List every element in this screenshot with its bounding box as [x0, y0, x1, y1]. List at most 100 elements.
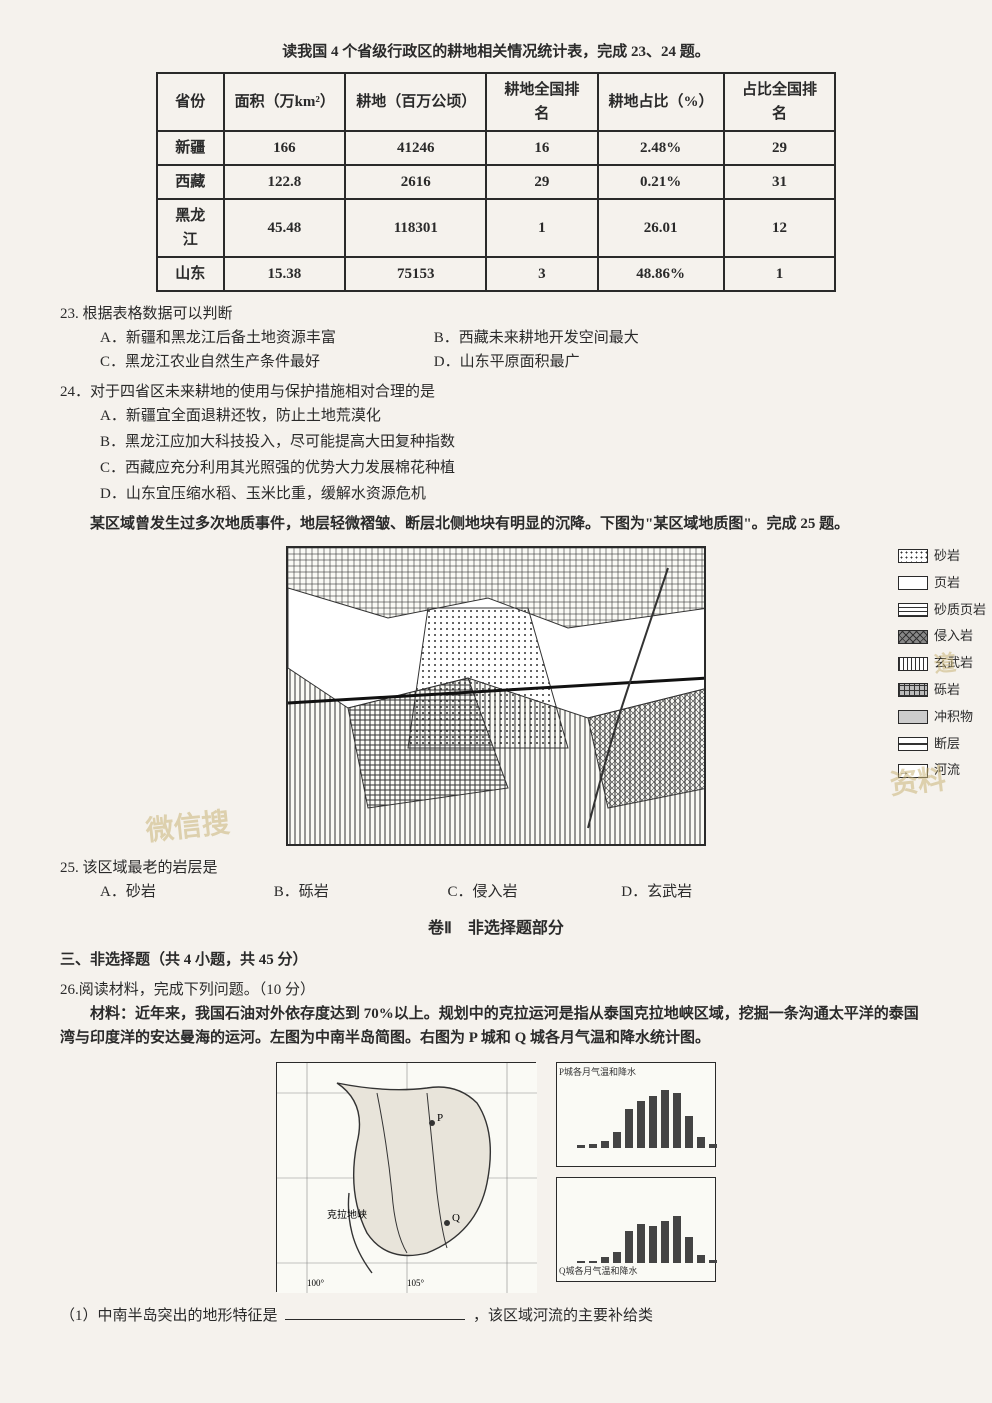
q23-opt-a: A．新疆和黑龙江后备土地资源丰富 — [100, 326, 420, 350]
bar — [601, 1141, 609, 1148]
table-cell: 75153 — [345, 257, 486, 291]
svg-text:105°: 105° — [407, 1278, 425, 1288]
th-province: 省份 — [157, 73, 224, 131]
table-cell: 12 — [724, 199, 835, 257]
bar — [577, 1261, 585, 1262]
bar — [625, 1109, 633, 1148]
q25: 25. 该区域最老的岩层是 A．砂岩 B．砾岩 C．侵入岩 D．玄武岩 — [60, 856, 932, 904]
bar — [601, 1257, 609, 1262]
q25-opt-c: C．侵入岩 — [448, 880, 608, 904]
legend-swatch — [898, 737, 928, 751]
bar — [637, 1101, 645, 1148]
table-row: 西藏122.82616290.21%31 — [157, 165, 835, 199]
table-cell: 26.01 — [598, 199, 724, 257]
legend-item: → 河流 — [898, 760, 986, 781]
q23-stem: 23. 根据表格数据可以判断 — [60, 302, 932, 326]
q23: 23. 根据表格数据可以判断 A．新疆和黑龙江后备土地资源丰富 B．西藏未来耕地… — [60, 302, 932, 374]
legend-label: 页岩 — [934, 573, 960, 594]
table-cell: 16 — [486, 131, 597, 165]
table-cell: 15.38 — [224, 257, 346, 291]
bar — [697, 1255, 705, 1263]
q26: 26.阅读材料，完成下列问题。（10 分） 材料：近年来，我国石油对外依存度达到… — [60, 978, 932, 1328]
bar — [709, 1260, 717, 1263]
bar — [589, 1261, 597, 1263]
th-farmland: 耕地（百万公顷） — [345, 73, 486, 131]
q-chart-label: Q城各月气温和降水 — [559, 1264, 638, 1278]
svg-text:100°: 100° — [307, 1278, 325, 1288]
passage-25: 某区域曾发生过多次地质事件，地层轻微褶皱、断层北侧地块有明显的沉降。下图为"某区… — [60, 512, 932, 536]
q24: 24．对于四省区未来耕地的使用与保护措施相对合理的是 A．新疆宜全面退耕还牧，防… — [60, 380, 932, 506]
table-cell: 122.8 — [224, 165, 346, 199]
table-cell: 45.48 — [224, 199, 346, 257]
q24-stem: 24．对于四省区未来耕地的使用与保护措施相对合理的是 — [60, 380, 932, 404]
table-cell: 0.21% — [598, 165, 724, 199]
bar — [613, 1132, 621, 1148]
q26-sub1-post: ，该区域河流的主要补给类 — [473, 1308, 653, 1324]
bar — [589, 1144, 597, 1148]
table-cell: 31 — [724, 165, 835, 199]
legend-label: 砂质页岩 — [934, 600, 986, 621]
legend-item: 侵入岩 — [898, 626, 986, 647]
legend-item: 砂质页岩 — [898, 600, 986, 621]
q26-sub1: （1）中南半岛突出的地形特征是 ，该区域河流的主要补给类 — [60, 1304, 932, 1328]
legend-item: 玄武岩 — [898, 653, 986, 674]
bar — [661, 1090, 669, 1147]
table-cell: 29 — [724, 131, 835, 165]
bar — [685, 1237, 693, 1263]
bar — [673, 1093, 681, 1148]
bar — [625, 1231, 633, 1262]
legend-swatch — [898, 630, 928, 644]
svg-text:P: P — [437, 1112, 443, 1124]
table-cell: 黑龙江 — [157, 199, 224, 257]
svg-text:克拉地峡: 克拉地峡 — [327, 1208, 367, 1221]
q25-stem: 25. 该区域最老的岩层是 — [60, 856, 932, 880]
legend-label: 砂岩 — [934, 546, 960, 567]
legend-label: 河流 — [934, 760, 960, 781]
blank-line — [285, 1319, 465, 1320]
table-cell: 2616 — [345, 165, 486, 199]
geology-svg — [288, 548, 706, 846]
table-cell: 山东 — [157, 257, 224, 291]
q24-opt-a: A．新疆宜全面退耕还牧，防止土地荒漠化 — [100, 404, 932, 428]
q26-material: 材料：近年来，我国石油对外依存度达到 70%以上。规划中的克拉运河是指从泰国克拉… — [60, 1002, 932, 1050]
bar — [709, 1144, 717, 1148]
bar — [661, 1221, 669, 1263]
geology-figure: 砂岩页岩砂质页岩侵入岩玄武岩砾岩冲积物断层→河流 微信搜 资料 道 — [186, 546, 806, 846]
p-city-chart: P城各月气温和降水 — [556, 1062, 716, 1167]
intro-23-24: 读我国 4 个省级行政区的耕地相关情况统计表，完成 23、24 题。 — [60, 40, 932, 64]
q26-stem: 26.阅读材料，完成下列问题。（10 分） — [60, 978, 932, 1002]
p-chart-label: P城各月气温和降水 — [559, 1065, 636, 1079]
th-rank1: 耕地全国排名 — [486, 73, 597, 131]
table-cell: 29 — [486, 165, 597, 199]
legend-swatch — [898, 603, 928, 617]
table-cell: 1 — [724, 257, 835, 291]
watermark-1: 微信搜 — [144, 802, 232, 855]
bar — [613, 1252, 621, 1262]
legend-swatch: → — [898, 764, 928, 778]
indochina-map: P Q 克拉地峡 100° 105° — [276, 1062, 536, 1292]
table-row: 新疆16641246162.48%29 — [157, 131, 835, 165]
exam-page: 读我国 4 个省级行政区的耕地相关情况统计表，完成 23、24 题。 省份 面积… — [60, 40, 932, 1328]
province-table: 省份 面积（万km²） 耕地（百万公顷） 耕地全国排名 耕地占比（%） 占比全国… — [156, 72, 836, 292]
table-cell: 118301 — [345, 199, 486, 257]
legend-item: 砾岩 — [898, 680, 986, 701]
section3-title: 三、非选择题（共 4 小题，共 45 分） — [60, 948, 932, 972]
q26-sub1-pre: （1）中南半岛突出的地形特征是 — [60, 1308, 278, 1324]
bar — [637, 1224, 645, 1263]
q23-opt-b: B．西藏未来耕地开发空间最大 — [434, 326, 754, 350]
table-cell: 1 — [486, 199, 597, 257]
section2-title: 卷Ⅱ 非选择题部分 — [60, 916, 932, 942]
th-ratio: 耕地占比（%） — [598, 73, 724, 131]
q24-opt-d: D．山东宜压缩水稻、玉米比重，缓解水资源危机 — [100, 482, 932, 506]
svg-text:Q: Q — [452, 1212, 460, 1224]
th-area: 面积（万km²） — [224, 73, 346, 131]
legend-swatch — [898, 710, 928, 724]
table-row: 山东15.3875153348.86%1 — [157, 257, 835, 291]
th-rank2: 占比全国排名 — [724, 73, 835, 131]
climate-charts: P城各月气温和降水 Q城各月气温和降水 — [556, 1062, 716, 1292]
table-cell: 2.48% — [598, 131, 724, 165]
geology-legend: 砂岩页岩砂质页岩侵入岩玄武岩砾岩冲积物断层→河流 — [898, 546, 986, 787]
legend-label: 冲积物 — [934, 707, 973, 728]
legend-item: 冲积物 — [898, 707, 986, 728]
legend-swatch — [898, 657, 928, 671]
